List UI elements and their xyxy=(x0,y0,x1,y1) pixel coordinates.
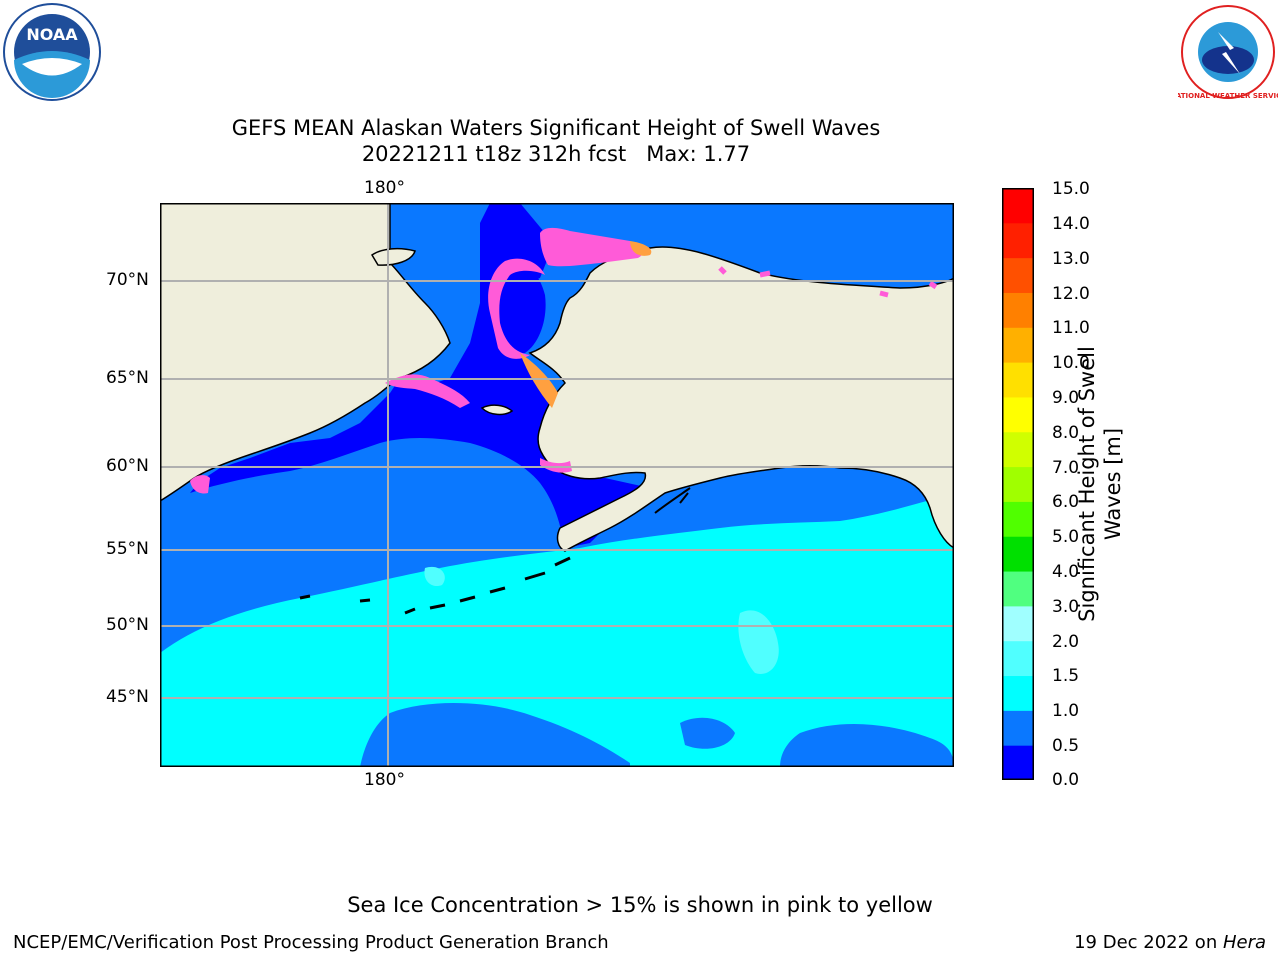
cb-tick-2: 2.0 xyxy=(1052,632,1080,652)
footer-credit: NCEP/EMC/Verification Post Processing Pr… xyxy=(13,932,609,953)
sea-ice-chukchi xyxy=(488,258,545,359)
colorbar-segment xyxy=(1002,536,1034,572)
lat-label-70: 70°N xyxy=(106,270,149,290)
sea-ice-note: Sea Ice Concentration > 15% is shown in … xyxy=(347,893,933,917)
cb-tick-4: 4.0 xyxy=(1052,562,1080,582)
cb-tick-7: 7.0 xyxy=(1052,458,1080,478)
sea-ice-bering-coast xyxy=(385,374,470,408)
footer-date: 19 Dec 2022 on Hera xyxy=(1074,932,1266,954)
lat-label-55: 55°N xyxy=(106,539,149,559)
cb-tick-9: 9.0 xyxy=(1052,388,1080,408)
colorbar-segment xyxy=(1002,745,1034,781)
cb-tick-11: 11.0 xyxy=(1052,318,1090,338)
noaa-logo: NOAA xyxy=(2,2,102,102)
colorbar-segment xyxy=(1002,396,1034,433)
sea-ice-norton xyxy=(520,353,558,408)
lat-label-60: 60°N xyxy=(106,456,149,476)
colorbar-segment xyxy=(1002,292,1034,328)
colorbar-segment xyxy=(1002,605,1034,642)
swell-height-map xyxy=(160,203,954,767)
lat-label-45: 45°N xyxy=(106,687,149,707)
colorbar-segment xyxy=(1002,675,1034,711)
page-subtitle: 20221211 t18z 312h fcst Max: 1.77 xyxy=(361,142,751,166)
cb-tick-1: 1.0 xyxy=(1052,701,1080,721)
lat-label-50: 50°N xyxy=(106,615,149,635)
cb-tick-0: 0.0 xyxy=(1052,770,1080,790)
lon-label-bottom: 180° xyxy=(364,770,405,790)
aleutians xyxy=(299,556,571,615)
swell-band-blue xyxy=(190,203,650,548)
kodiak-coast xyxy=(654,487,691,514)
colorbar-segment xyxy=(1002,431,1034,468)
land-st-lawrence xyxy=(480,404,514,416)
colorbar-segment xyxy=(1002,188,1034,224)
colorbar xyxy=(1002,188,1034,781)
cb-tick-13: 13.0 xyxy=(1052,249,1090,269)
sea-ice-north xyxy=(540,227,644,267)
lon-label-top: 180° xyxy=(364,178,405,198)
swell-patch-light-2 xyxy=(424,566,445,587)
cb-tick-5: 5.0 xyxy=(1052,527,1080,547)
swell-patch-south-1 xyxy=(360,703,630,767)
colorbar-segment xyxy=(1002,501,1034,537)
colorbar-label-line1: Significant Height of Swell xyxy=(1075,346,1099,622)
colorbar-segment xyxy=(1002,222,1034,259)
map-svg xyxy=(160,203,954,767)
chukchi-blue xyxy=(493,264,546,354)
colorbar-label-line2: Waves [m] xyxy=(1101,427,1125,541)
colorbar-segment xyxy=(1002,571,1034,607)
colorbar-segment xyxy=(1002,362,1034,398)
cb-tick-12: 12.0 xyxy=(1052,284,1090,304)
sea-ice-arctic-coast xyxy=(718,266,938,298)
footer-date-text: 19 Dec 2022 on xyxy=(1074,932,1223,953)
page-title: GEFS MEAN Alaskan Waters Significant Hei… xyxy=(231,116,881,140)
lat-label-65: 65°N xyxy=(106,368,149,388)
map-gridlines xyxy=(160,203,954,767)
colorbar-segment xyxy=(1002,257,1034,293)
land-siberia xyxy=(160,203,451,502)
cb-tick-1-5: 1.5 xyxy=(1052,666,1080,686)
cb-tick-6: 6.0 xyxy=(1052,492,1080,512)
sea-ice-bristol xyxy=(540,458,572,473)
cb-tick-14: 14.0 xyxy=(1052,214,1090,234)
cb-tick-0-5: 0.5 xyxy=(1052,736,1080,756)
colorbar-segment xyxy=(1002,710,1034,746)
sea-ice-north-edge xyxy=(630,241,652,256)
colorbar-svg xyxy=(1002,188,1034,781)
cb-tick-10: 10.0 xyxy=(1052,353,1090,373)
nws-logo: NATIONAL WEATHER SERVICE xyxy=(1170,2,1280,102)
footer-host: Hera xyxy=(1222,932,1266,953)
swell-patch-south-2 xyxy=(780,723,954,767)
colorbar-segment xyxy=(1002,466,1034,502)
colorbar-segment xyxy=(1002,640,1034,677)
nws-logo-text: NATIONAL WEATHER SERVICE xyxy=(1178,92,1278,100)
cb-tick-15: 15.0 xyxy=(1052,179,1090,199)
swell-patch-south-3 xyxy=(680,717,735,749)
cb-tick-8: 8.0 xyxy=(1052,423,1080,443)
colorbar-frame xyxy=(1002,188,1034,780)
cb-tick-3: 3.0 xyxy=(1052,597,1080,617)
land-alaska xyxy=(528,246,954,552)
noaa-logo-text: NOAA xyxy=(26,25,78,44)
colorbar-segment xyxy=(1002,327,1034,363)
sea-ice-west xyxy=(190,475,210,494)
